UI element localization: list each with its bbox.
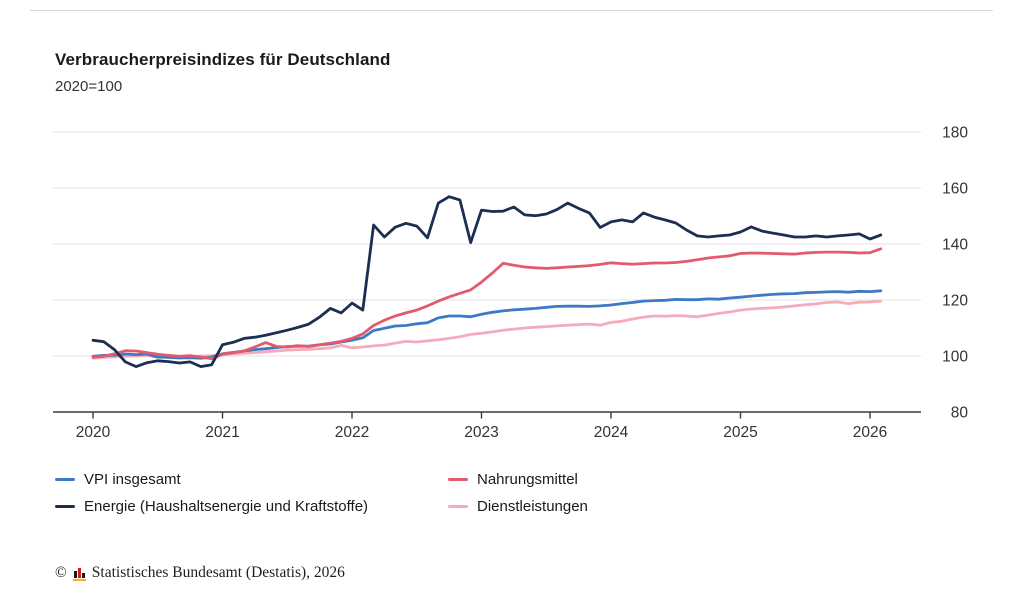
source-text: Statistisches Bundesamt (Destatis), 2026 [91,564,345,581]
logo-bar [73,571,77,578]
y-tick-label-100: 100 [942,349,968,366]
x-tick-label-2021: 2021 [205,424,239,441]
y-tick-label-180: 180 [942,125,968,142]
line-chart: 80 100 120 140 160 180 2020 2021 2022 2023 2024 202… [53,125,969,441]
legend-item-2: Nahrungsmittel [448,471,815,488]
legend-swatch-icon [55,505,75,508]
x-tick-label-2024: 2024 [594,424,629,441]
chart-title: Verbraucherpreisindizes für Deutschland [55,50,391,69]
chart-legend: VPI insgesamt Nahrungsmittel Energie (Haus… [55,466,815,520]
x-tick-label-2025: 2025 [723,424,757,441]
series-line-1 [91,289,883,360]
legend-label: VPI insgesamt [84,471,181,488]
legend-label: Nahrungsmittel [477,471,578,488]
logo-bar [77,568,81,578]
x-tick-label-2020: 2020 [76,424,111,441]
legend-swatch-icon [55,478,75,481]
y-tick-label-160: 160 [942,181,968,198]
legend-label: Energie (Haushaltsenergie und Kraftstoff… [84,498,369,515]
y-tick-label-140: 140 [942,237,968,254]
x-tick-label-2023: 2023 [464,424,498,441]
series-line-2 [91,247,883,361]
x-tick-label-2026: 2026 [853,424,887,441]
legend-swatch-icon [448,505,468,508]
chart-subtitle: 2020=100 [55,78,123,95]
logo-bar [81,573,85,578]
destatis-logo-icon [72,568,86,581]
legend-item-4: Dienstleistungen [448,498,815,515]
legend-item-3: Energie (Haushaltsenergie und Kraftstoff… [55,498,448,515]
x-tick-label-2022: 2022 [335,424,369,441]
y-tick-label-120: 120 [942,293,968,310]
series-line-4 [91,299,883,360]
top-divider [30,10,993,11]
copyright-symbol: © [55,564,67,581]
legend-label: Dienstleistungen [477,498,588,515]
legend-item-1: VPI insgesamt [55,471,448,488]
series-line-3 [91,195,883,369]
legend-swatch-icon [448,478,468,481]
y-tick-label-80: 80 [951,405,969,422]
source-note: © Statistisches Bundesamt (Destatis), 202… [55,564,345,582]
